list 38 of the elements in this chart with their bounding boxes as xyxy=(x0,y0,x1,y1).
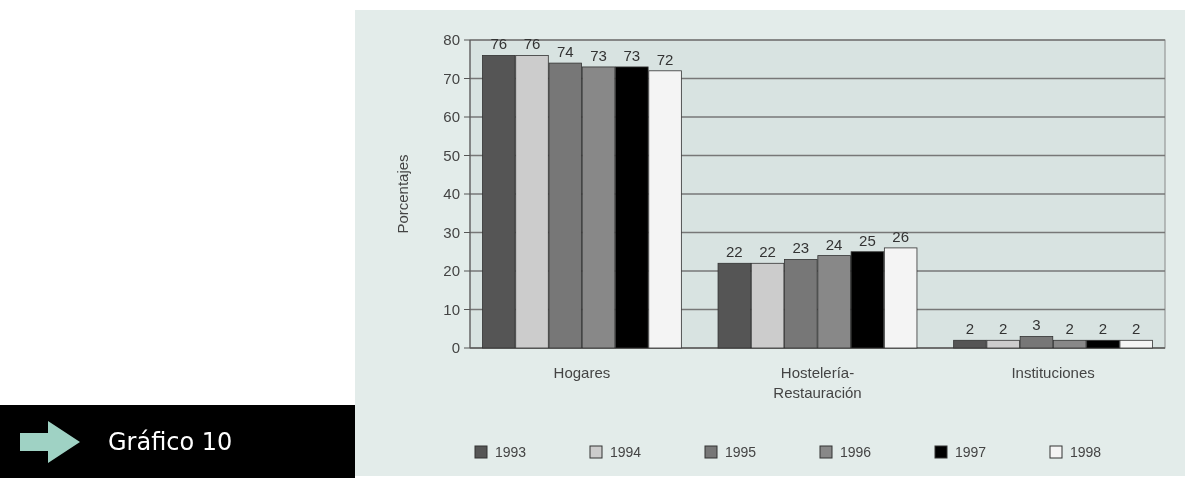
x-tick-label: Instituciones xyxy=(1011,364,1095,381)
legend-label: 1994 xyxy=(610,443,642,460)
data-label: 22 xyxy=(725,243,743,261)
data-label: 2 xyxy=(999,320,1008,338)
data-label: 2 xyxy=(1065,320,1074,338)
data-label: 22 xyxy=(759,243,776,261)
y-tick-label: 50 xyxy=(443,146,460,164)
data-label: 73 xyxy=(623,46,641,64)
y-tick-label: 0 xyxy=(451,339,460,357)
data-label: 76 xyxy=(523,35,541,53)
y-tick-label: 10 xyxy=(443,300,460,318)
data-label: 72 xyxy=(656,50,674,68)
data-label: 76 xyxy=(490,35,508,53)
y-tick-label: 70 xyxy=(443,69,460,87)
legend-label: 1993 xyxy=(495,443,527,460)
y-tick-label: 30 xyxy=(443,223,460,241)
data-label: 24 xyxy=(825,235,843,253)
y-tick-label: 20 xyxy=(443,262,460,280)
data-label: 3 xyxy=(1032,316,1041,334)
data-label: 2 xyxy=(1098,320,1108,338)
legend-label: 1997 xyxy=(955,443,987,460)
legend-label: 1998 xyxy=(1070,443,1102,460)
y-tick-label: 40 xyxy=(443,185,460,203)
data-label: 23 xyxy=(792,239,810,257)
y-axis-title: Porcentajes xyxy=(394,154,411,234)
legend-label: 1996 xyxy=(840,443,872,460)
legend-label: 1995 xyxy=(725,443,757,460)
data-label: 73 xyxy=(590,46,607,64)
y-tick-label: 80 xyxy=(443,31,460,49)
x-tick-label: Hogares xyxy=(553,364,611,381)
y-tick-label: 60 xyxy=(443,108,460,126)
data-label: 25 xyxy=(859,231,876,249)
data-label: 2 xyxy=(965,320,975,338)
data-label: 26 xyxy=(892,227,910,245)
data-label: 74 xyxy=(556,43,574,61)
data-label: 2 xyxy=(1132,320,1141,338)
text: Gráfico 10 xyxy=(108,428,233,457)
x-tick-label: Hostelería-Restauración xyxy=(773,364,862,401)
